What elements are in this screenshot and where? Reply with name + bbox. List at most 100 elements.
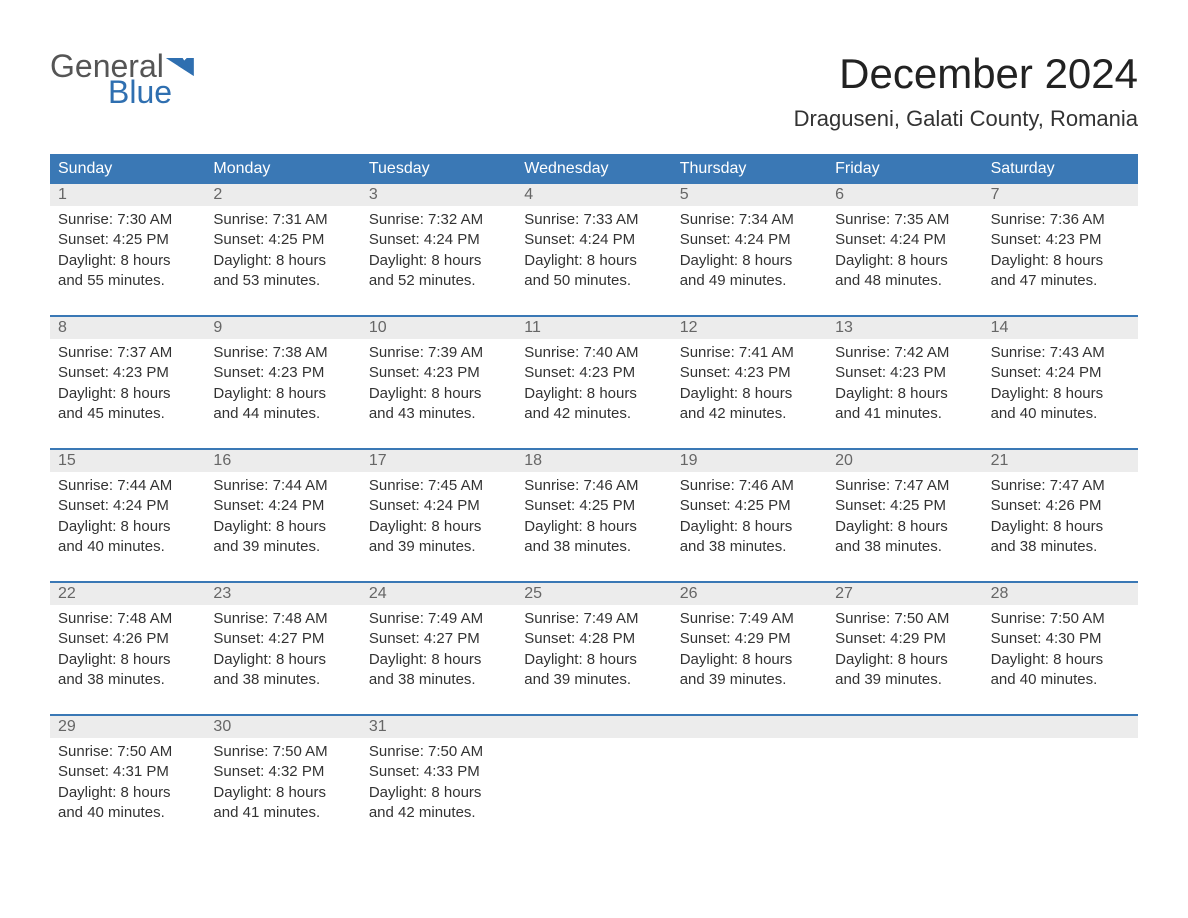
- sunset-text: Sunset: 4:24 PM: [58, 496, 197, 516]
- daylight-text-2: and 41 minutes.: [835, 404, 974, 424]
- daylight-text-2: and 38 minutes.: [213, 670, 352, 690]
- sunset-text: Sunset: 4:25 PM: [524, 496, 663, 516]
- sunrise-text: Sunrise: 7:37 AM: [58, 343, 197, 363]
- daylight-text-1: Daylight: 8 hours: [58, 783, 197, 803]
- calendar-day-cell: Sunrise: 7:46 AMSunset: 4:25 PMDaylight:…: [516, 472, 671, 567]
- location-subtitle: Draguseni, Galati County, Romania: [794, 106, 1138, 132]
- sunset-text: Sunset: 4:23 PM: [991, 230, 1130, 250]
- day-number: 3: [361, 184, 516, 206]
- daylight-text-1: Daylight: 8 hours: [213, 517, 352, 537]
- daylight-text-1: Daylight: 8 hours: [991, 384, 1130, 404]
- dow-friday: Friday: [827, 154, 982, 184]
- daylight-text-1: Daylight: 8 hours: [991, 650, 1130, 670]
- daylight-text-1: Daylight: 8 hours: [213, 384, 352, 404]
- daylight-text-2: and 38 minutes.: [835, 537, 974, 557]
- sunset-text: Sunset: 4:23 PM: [835, 363, 974, 383]
- daylight-text-1: Daylight: 8 hours: [58, 650, 197, 670]
- daylight-text-1: Daylight: 8 hours: [369, 384, 508, 404]
- day-number: 18: [516, 450, 671, 472]
- day-number: 12: [672, 317, 827, 339]
- day-number: 31: [361, 716, 516, 738]
- daylight-text-1: Daylight: 8 hours: [835, 251, 974, 271]
- daylight-text-2: and 40 minutes.: [58, 537, 197, 557]
- sunset-text: Sunset: 4:24 PM: [213, 496, 352, 516]
- calendar-day-cell: Sunrise: 7:35 AMSunset: 4:24 PMDaylight:…: [827, 206, 982, 301]
- day-number: 27: [827, 583, 982, 605]
- daylight-text-2: and 47 minutes.: [991, 271, 1130, 291]
- dow-tuesday: Tuesday: [361, 154, 516, 184]
- dow-thursday: Thursday: [672, 154, 827, 184]
- sunset-text: Sunset: 4:24 PM: [524, 230, 663, 250]
- daylight-text-2: and 39 minutes.: [680, 670, 819, 690]
- daylight-text-1: Daylight: 8 hours: [835, 384, 974, 404]
- day-number: 8: [50, 317, 205, 339]
- daylight-text-1: Daylight: 8 hours: [369, 650, 508, 670]
- sunset-text: Sunset: 4:24 PM: [369, 230, 508, 250]
- sunset-text: Sunset: 4:23 PM: [213, 363, 352, 383]
- calendar-day-cell: Sunrise: 7:32 AMSunset: 4:24 PMDaylight:…: [361, 206, 516, 301]
- calendar-day-cell: Sunrise: 7:38 AMSunset: 4:23 PMDaylight:…: [205, 339, 360, 434]
- day-number: 15: [50, 450, 205, 472]
- day-number-row: 1234567: [50, 184, 1138, 206]
- sunrise-text: Sunrise: 7:47 AM: [991, 476, 1130, 496]
- day-number: 17: [361, 450, 516, 472]
- daylight-text-2: and 40 minutes.: [991, 404, 1130, 424]
- sunset-text: Sunset: 4:33 PM: [369, 762, 508, 782]
- logo-text-blue: Blue: [108, 76, 194, 108]
- daylight-text-1: Daylight: 8 hours: [58, 384, 197, 404]
- daylight-text-2: and 42 minutes.: [369, 803, 508, 823]
- sunrise-text: Sunrise: 7:41 AM: [680, 343, 819, 363]
- sunset-text: Sunset: 4:23 PM: [524, 363, 663, 383]
- sunset-text: Sunset: 4:29 PM: [835, 629, 974, 649]
- calendar-day-cell: Sunrise: 7:50 AMSunset: 4:30 PMDaylight:…: [983, 605, 1138, 700]
- daylight-text-2: and 38 minutes.: [524, 537, 663, 557]
- calendar-day-cell: Sunrise: 7:49 AMSunset: 4:27 PMDaylight:…: [361, 605, 516, 700]
- daylight-text-1: Daylight: 8 hours: [369, 251, 508, 271]
- day-number-row: 293031: [50, 716, 1138, 738]
- day-number-row: 15161718192021: [50, 450, 1138, 472]
- daylight-text-2: and 48 minutes.: [835, 271, 974, 291]
- day-number: 23: [205, 583, 360, 605]
- daylight-text-2: and 50 minutes.: [524, 271, 663, 291]
- calendar-day-cell: Sunrise: 7:43 AMSunset: 4:24 PMDaylight:…: [983, 339, 1138, 434]
- day-number: 9: [205, 317, 360, 339]
- daylight-text-2: and 42 minutes.: [524, 404, 663, 424]
- calendar-day-cell: Sunrise: 7:50 AMSunset: 4:31 PMDaylight:…: [50, 738, 205, 833]
- title-block: December 2024 Draguseni, Galati County, …: [794, 50, 1138, 146]
- daylight-text-2: and 40 minutes.: [58, 803, 197, 823]
- dow-sunday: Sunday: [50, 154, 205, 184]
- day-number: 21: [983, 450, 1138, 472]
- sunset-text: Sunset: 4:24 PM: [991, 363, 1130, 383]
- calendar-week: 891011121314Sunrise: 7:37 AMSunset: 4:23…: [50, 315, 1138, 434]
- calendar-day-cell: Sunrise: 7:49 AMSunset: 4:29 PMDaylight:…: [672, 605, 827, 700]
- day-number: 19: [672, 450, 827, 472]
- calendar-day-cell: Sunrise: 7:49 AMSunset: 4:28 PMDaylight:…: [516, 605, 671, 700]
- sunrise-text: Sunrise: 7:46 AM: [524, 476, 663, 496]
- day-number: 16: [205, 450, 360, 472]
- daylight-text-1: Daylight: 8 hours: [680, 384, 819, 404]
- sunrise-text: Sunrise: 7:50 AM: [213, 742, 352, 762]
- daylight-text-1: Daylight: 8 hours: [58, 517, 197, 537]
- sunrise-text: Sunrise: 7:44 AM: [213, 476, 352, 496]
- calendar-day-cell: Sunrise: 7:50 AMSunset: 4:33 PMDaylight:…: [361, 738, 516, 833]
- calendar-day-cell: Sunrise: 7:47 AMSunset: 4:25 PMDaylight:…: [827, 472, 982, 567]
- sunrise-text: Sunrise: 7:45 AM: [369, 476, 508, 496]
- daylight-text-1: Daylight: 8 hours: [213, 251, 352, 271]
- day-number: 26: [672, 583, 827, 605]
- day-number: 7: [983, 184, 1138, 206]
- day-number: 25: [516, 583, 671, 605]
- calendar-day-cell: Sunrise: 7:46 AMSunset: 4:25 PMDaylight:…: [672, 472, 827, 567]
- daylight-text-1: Daylight: 8 hours: [213, 650, 352, 670]
- day-number: 22: [50, 583, 205, 605]
- daylight-text-2: and 49 minutes.: [680, 271, 819, 291]
- daylight-text-1: Daylight: 8 hours: [680, 517, 819, 537]
- sunrise-text: Sunrise: 7:50 AM: [835, 609, 974, 629]
- header: General Blue December 2024 Draguseni, Ga…: [50, 50, 1138, 146]
- daylight-text-2: and 41 minutes.: [213, 803, 352, 823]
- day-number: [827, 716, 982, 738]
- calendar-day-cell: Sunrise: 7:33 AMSunset: 4:24 PMDaylight:…: [516, 206, 671, 301]
- calendar-day-cell: Sunrise: 7:37 AMSunset: 4:23 PMDaylight:…: [50, 339, 205, 434]
- sunrise-text: Sunrise: 7:50 AM: [58, 742, 197, 762]
- calendar-day-cell: Sunrise: 7:50 AMSunset: 4:32 PMDaylight:…: [205, 738, 360, 833]
- sunset-text: Sunset: 4:24 PM: [680, 230, 819, 250]
